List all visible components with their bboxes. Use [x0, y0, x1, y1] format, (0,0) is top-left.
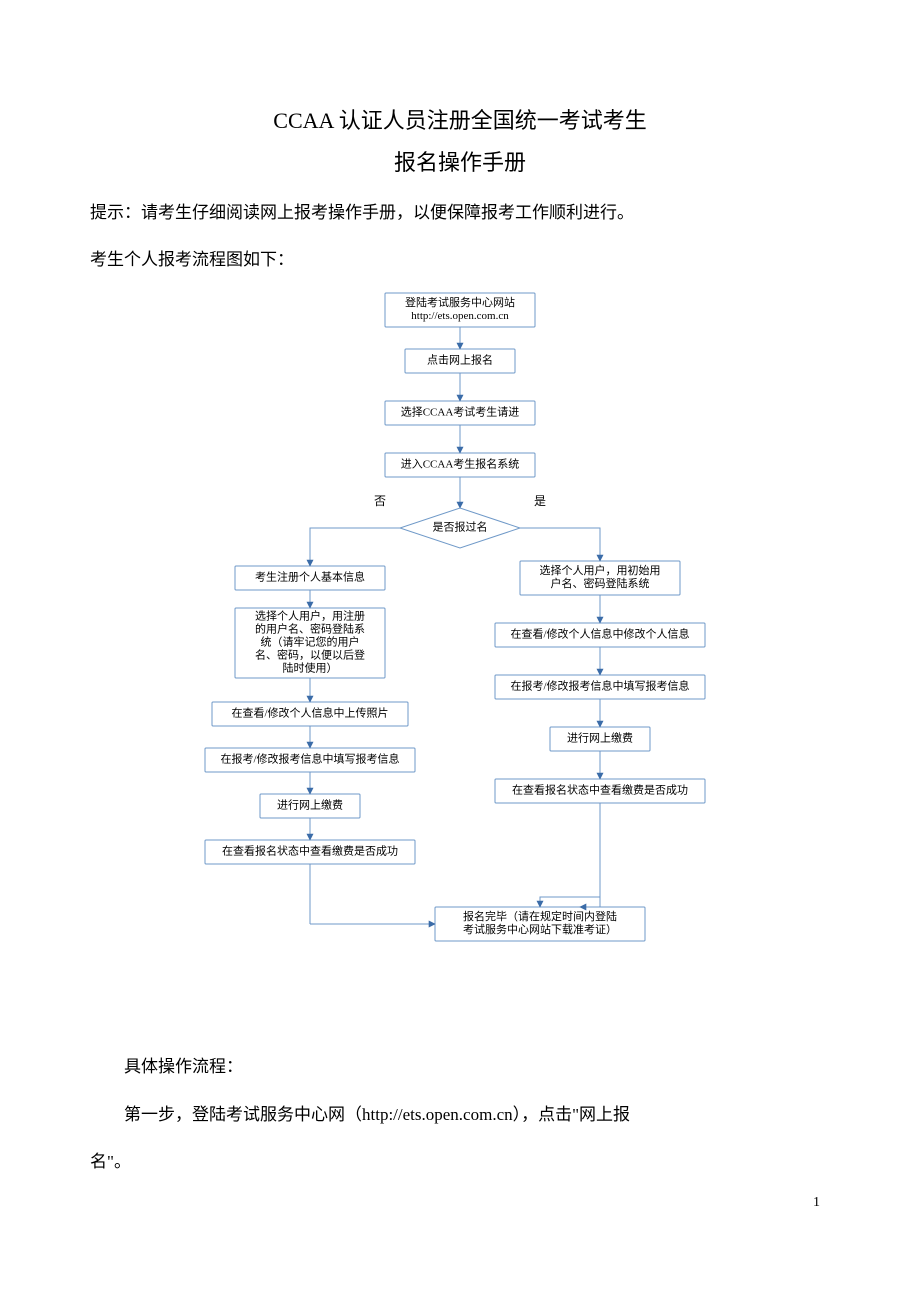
svg-text:在查看/修改个人信息中修改个人信息: 在查看/修改个人信息中修改个人信息	[510, 627, 689, 641]
svg-text:选择个人用户，用初始用: 选择个人用户，用初始用	[540, 563, 661, 577]
svg-text:是: 是	[534, 494, 546, 508]
svg-text:在查看报名状态中查看缴费是否成功: 在查看报名状态中查看缴费是否成功	[512, 783, 688, 797]
doc-title-line1: CCAA 认证人员注册全国统一考试考生	[90, 100, 830, 142]
svg-text:在报考/修改报考信息中填写报考信息: 在报考/修改报考信息中填写报考信息	[510, 679, 689, 693]
svg-text:是否报过名: 是否报过名	[433, 520, 488, 534]
svg-text:考生注册个人基本信息: 考生注册个人基本信息	[255, 570, 365, 584]
svg-text:进行网上缴费: 进行网上缴费	[277, 798, 343, 812]
step-1-line-a: 第一步，登陆考试服务中心网（http://ets.open.com.cn），点击…	[90, 1096, 830, 1133]
flow-intro: 考生个人报考流程图如下：	[90, 241, 830, 278]
svg-text:名、密码，以便以后登: 名、密码，以便以后登	[255, 648, 365, 662]
step-1-line-b: 名"。	[90, 1143, 830, 1180]
flowchart: 登陆考试服务中心网站http://ets.open.com.cn 点击网上报名选择…	[180, 288, 740, 1028]
svg-text:选择个人用户，用注册: 选择个人用户，用注册	[255, 609, 365, 623]
svg-text:户名、密码登陆系统: 户名、密码登陆系统	[551, 576, 650, 590]
svg-text:考试服务中心网站下载准考证）: 考试服务中心网站下载准考证）	[463, 922, 617, 936]
doc-title-line2: 报名操作手册	[90, 142, 830, 184]
svg-text:进入CCAA考生报名系统: 进入CCAA考生报名系统	[401, 457, 520, 471]
svg-text:在报考/修改报考信息中填写报考信息: 在报考/修改报考信息中填写报考信息	[220, 752, 399, 766]
svg-text:否: 否	[374, 494, 386, 508]
page-number: 1	[813, 1195, 820, 1211]
tip-text: 提示：请考生仔细阅读网上报考操作手册，以便保障报考工作顺利进行。	[90, 194, 830, 231]
svg-text:选择CCAA考试考生请进: 选择CCAA考试考生请进	[401, 405, 520, 419]
svg-text:点击网上报名: 点击网上报名	[427, 353, 493, 367]
svg-text:报名完毕（请在规定时间内登陆: 报名完毕（请在规定时间内登陆	[463, 909, 617, 923]
svg-text:在查看/修改个人信息中上传照片: 在查看/修改个人信息中上传照片	[231, 706, 388, 720]
post-flow-heading: 具体操作流程：	[90, 1048, 830, 1085]
svg-text:的用户名、密码登陆系: 的用户名、密码登陆系	[255, 622, 365, 636]
svg-text:http://ets.open.com.cn: http://ets.open.com.cn	[411, 310, 509, 322]
svg-text:陆时使用）: 陆时使用）	[283, 661, 338, 675]
svg-text:进行网上缴费: 进行网上缴费	[567, 731, 633, 745]
svg-text:统（请牢记您的用户: 统（请牢记您的用户	[261, 635, 360, 649]
svg-text:在查看报名状态中查看缴费是否成功: 在查看报名状态中查看缴费是否成功	[222, 844, 398, 858]
svg-text:登陆考试服务中心网站: 登陆考试服务中心网站	[405, 295, 515, 309]
